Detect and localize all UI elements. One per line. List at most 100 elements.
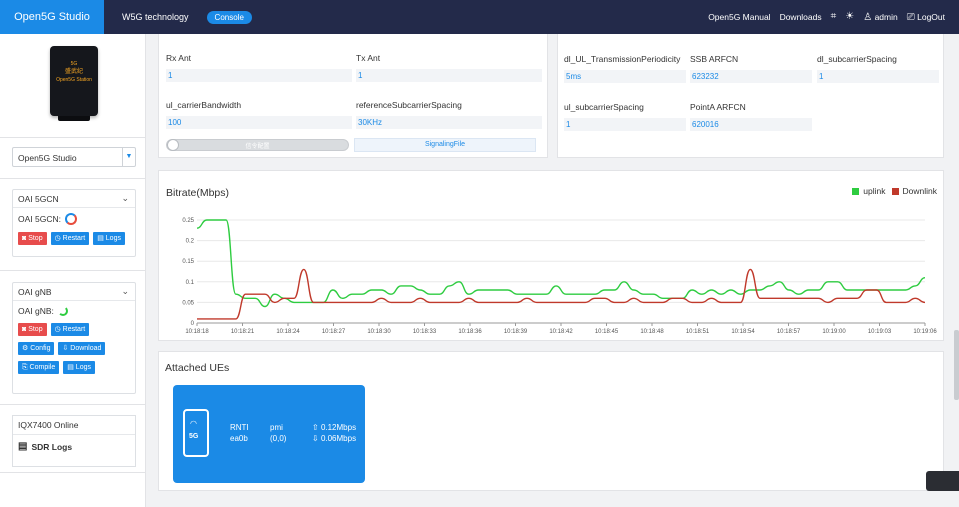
x-tick-label: 10:18:18 xyxy=(185,329,209,335)
signaling-toggle[interactable]: 信令配置 xyxy=(166,139,349,151)
chevron-down-icon[interactable]: ⌄ xyxy=(121,286,129,296)
x-tick-label: 10:18:57 xyxy=(777,329,801,335)
gnb-restart-button[interactable]: ◷ Restart xyxy=(50,323,90,336)
studio-select-value: Open5G Studio xyxy=(18,153,77,163)
sdr-status: IQX7400 Online xyxy=(13,416,135,435)
x-tick-label: 10:18:42 xyxy=(549,329,573,335)
signaling-file-button[interactable]: SignalingFile xyxy=(354,138,536,152)
signal-icon: ◠ xyxy=(190,419,197,428)
ue-downlink-rate: 0.06Mbps xyxy=(320,434,357,443)
gnb-card: OAI gNB ⌄ OAI gNB: ◙ Stop ◷ Restart ⚙ Con… xyxy=(12,282,136,394)
ue-uplink-rate: 0.12Mbps xyxy=(320,423,357,432)
ssb-arfcn-label: SSB ARFCN xyxy=(690,54,739,64)
dl-scs-value: 1 xyxy=(817,70,939,83)
ref-scs-value: 30KHz xyxy=(356,116,542,129)
tx-ant-label: Tx Ant xyxy=(356,53,381,63)
x-tick-label: 10:18:30 xyxy=(367,329,391,335)
gnb-config-button[interactable]: ⚙ Config xyxy=(18,342,55,355)
nav-w5g-technology[interactable]: W5G technology xyxy=(122,12,189,22)
toggle-knob[interactable] xyxy=(167,139,179,151)
legend-uplink[interactable]: uplink xyxy=(852,186,886,196)
gnb-status-spinner-icon xyxy=(57,306,68,316)
series-line-downlink xyxy=(197,268,926,320)
dl-ul-periodicity-value: 5ms xyxy=(564,70,686,83)
pmi-label: pmi xyxy=(270,423,283,432)
x-tick-label: 10:18:33 xyxy=(413,329,437,335)
cn-card-title: OAI 5GCN xyxy=(18,194,59,204)
rnti-label: RNTI xyxy=(230,423,249,432)
cn-restart-button[interactable]: ◷ Restart xyxy=(50,232,90,245)
gnb-status-label: OAI gNB: xyxy=(18,306,54,316)
studio-select[interactable]: Open5G Studio ▼ xyxy=(12,147,136,167)
signaling-toggle-label: 信令配置 xyxy=(245,144,270,150)
x-tick-label: 10:18:51 xyxy=(686,329,710,335)
pmi-value: (0,0) xyxy=(270,434,287,443)
device-text-3: Open5G Station xyxy=(56,77,92,83)
sidebar: 5G 盛武纪 Open5G Station Open5G Studio ▼ OA… xyxy=(0,34,146,507)
gnb-compile-button[interactable]: ⎘ Compile xyxy=(18,361,60,374)
brand-logo[interactable]: Open5G Studio xyxy=(0,0,104,34)
gnb-download-button[interactable]: ⇩ Download xyxy=(58,342,106,355)
x-tick-label: 10:18:24 xyxy=(276,329,300,335)
top-navbar: Open5G Studio W5G technology Console Ope… xyxy=(0,0,959,34)
user-menu[interactable]: ♙ admin xyxy=(863,12,898,23)
x-tick-label: 10:18:27 xyxy=(322,329,346,335)
nav-console[interactable]: Console xyxy=(206,10,252,24)
y-tick-label: 0.05 xyxy=(182,300,194,306)
dl-ul-periodicity-label: dl_UL_TransmissionPeriodicity xyxy=(564,54,681,64)
y-tick-label: 0.2 xyxy=(186,239,195,245)
y-tick-label: 0.1 xyxy=(186,280,195,286)
dl-scs-label: dl_subcarrierSpacing xyxy=(817,54,897,64)
x-tick-label: 10:18:36 xyxy=(458,329,482,335)
x-tick-label: 10:18:39 xyxy=(504,329,528,335)
sdr-card: IQX7400 Online ▤ SDR Logs xyxy=(12,415,136,467)
phone-5g-label: 5G xyxy=(189,433,199,440)
sdr-logs-button[interactable]: ▤ SDR Logs xyxy=(18,441,73,453)
chevron-down-icon[interactable]: ▼ xyxy=(122,148,135,166)
manual-link[interactable]: Open5G Manual xyxy=(708,12,771,22)
gnb-card-title: OAI gNB xyxy=(18,287,52,297)
ssb-arfcn-value: 623232 xyxy=(690,70,812,83)
x-tick-label: 10:18:45 xyxy=(595,329,619,335)
logout-label: LogOut xyxy=(917,11,945,22)
y-tick-label: 0.15 xyxy=(182,259,194,265)
y-tick-label: 0 xyxy=(191,321,195,327)
ul-scs-value: 1 xyxy=(564,118,686,131)
chevron-down-icon[interactable]: ⌄ xyxy=(121,193,129,203)
ul-bandwidth-value: 100 xyxy=(166,116,352,129)
cn-stop-button[interactable]: ◙ Stop xyxy=(18,232,47,245)
ul-scs-label: ul_subcarrierSpacing xyxy=(564,102,644,112)
ue-card[interactable]: ◠ 5G RNTI ea0b pmi (0,0) ⇧ 0.12Mbps ⇩ 0.… xyxy=(173,385,365,483)
legend-downlink[interactable]: Downlink xyxy=(891,186,937,196)
cn-status-icon xyxy=(64,213,77,225)
x-tick-label: 10:18:48 xyxy=(640,329,664,335)
gnb-logs-button[interactable]: ▤ Logs xyxy=(63,361,95,374)
upload-icon: ⇧ xyxy=(312,423,319,432)
user-icon: ♙ xyxy=(863,11,873,23)
downloads-link[interactable]: Downloads xyxy=(779,12,822,22)
ue-panel: Attached UEs ◠ 5G RNTI ea0b pmi (0,0) ⇧ … xyxy=(158,351,944,491)
cn-status-label: OAI 5GCN: xyxy=(18,214,61,224)
floating-button[interactable] xyxy=(926,471,959,491)
device-text-1: 5G xyxy=(70,61,78,67)
logout-button[interactable]: ⎚ LogOut xyxy=(907,12,945,23)
logout-icon: ⎚ xyxy=(906,11,915,23)
x-tick-label: 10:19:06 xyxy=(913,329,937,335)
ref-scs-label: referenceSubcarrierSpacing xyxy=(356,100,462,110)
theme-sun-icon[interactable]: ☀ xyxy=(845,11,855,22)
language-icon[interactable]: ⌗ xyxy=(830,11,837,22)
rx-ant-value: 1 xyxy=(166,69,352,82)
cn-logs-button[interactable]: ▤ Logs xyxy=(93,232,125,245)
scrollbar[interactable] xyxy=(954,330,959,400)
username: admin xyxy=(874,11,898,22)
ue-section-title: Attached UEs xyxy=(165,362,230,374)
chart-legend: uplink Downlink xyxy=(852,186,937,196)
rx-ant-label: Rx Ant xyxy=(166,53,192,63)
params-right-panel: dl_UL_TransmissionPeriodicity 5ms SSB AR… xyxy=(557,34,944,158)
rnti-value: ea0b xyxy=(230,434,248,443)
pointa-arfcn-value: 620016 xyxy=(690,118,812,131)
series-line-uplink xyxy=(196,219,926,308)
gnb-stop-button[interactable]: ◙ Stop xyxy=(18,323,47,336)
x-tick-label: 10:18:54 xyxy=(731,329,755,335)
x-tick-label: 10:19:03 xyxy=(868,329,892,335)
